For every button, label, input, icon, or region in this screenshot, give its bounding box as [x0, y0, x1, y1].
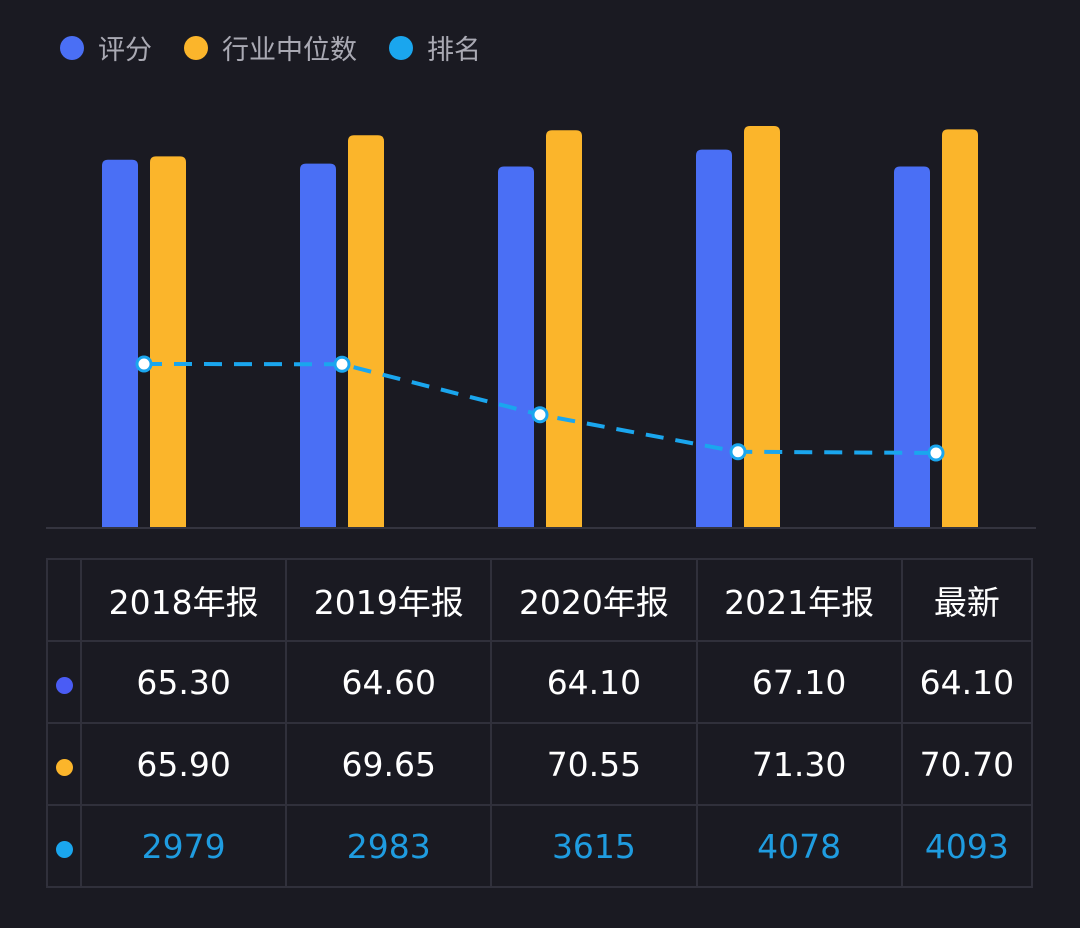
table-row-median: 65.90 69.65 70.55 71.30 70.70: [46, 722, 1034, 806]
table-cell: 3615: [490, 804, 698, 888]
score-dot-icon: [55, 676, 73, 694]
table-cell: 65.30: [79, 640, 288, 724]
legend: 评分 行业中位数 排名: [60, 28, 513, 67]
table-cell: 67.10: [695, 640, 903, 724]
rank-point: [333, 355, 351, 373]
combo-chart: [46, 126, 1036, 529]
table-cell: 2979: [79, 804, 288, 888]
rank-dot-icon: [55, 840, 73, 858]
rank-point: [927, 444, 945, 462]
header-cell: 2018年报: [79, 558, 288, 642]
table-row-score: 65.30 64.60 64.10 67.10 64.10: [46, 640, 1034, 724]
score-bar: [498, 166, 534, 527]
median-bar: [744, 126, 780, 527]
score-bar: [102, 159, 138, 527]
header-cell: 2020年报: [490, 558, 698, 642]
rank-point: [531, 406, 549, 424]
median-dot-icon: [55, 758, 73, 776]
header-cell: 2019年报: [285, 558, 493, 642]
rank-dot-icon: [389, 35, 413, 60]
table-cell: 70.55: [490, 722, 698, 806]
median-bar: [348, 135, 384, 528]
table-cell: 70.70: [900, 722, 1034, 806]
legend-label: 排名: [427, 35, 481, 66]
score-bar: [300, 163, 336, 527]
legend-item-rank[interactable]: 排名: [389, 28, 481, 67]
table-cell: 65.90: [79, 722, 288, 806]
median-bar: [150, 156, 186, 527]
legend-label: 行业中位数: [222, 35, 357, 66]
table-cell: 64.10: [490, 640, 698, 724]
table-cell: 69.65: [285, 722, 493, 806]
table-cell: 4078: [695, 804, 903, 888]
legend-label: 评分: [98, 35, 152, 66]
table-header-row: 2018年报 2019年报 2020年报 2021年报 最新: [46, 558, 1034, 642]
table-cell: 4093: [900, 804, 1034, 888]
score-bar: [696, 149, 732, 527]
median-dot-icon: [184, 35, 208, 60]
median-bar: [942, 129, 978, 527]
header-cell: 2021年报: [695, 558, 903, 642]
table-cell: 64.60: [285, 640, 493, 724]
rank-point: [729, 443, 747, 461]
median-bar: [546, 130, 582, 528]
rank-point: [135, 355, 153, 373]
table-cell: 64.10: [900, 640, 1034, 724]
legend-item-score[interactable]: 评分: [60, 28, 152, 67]
table-corner: [46, 558, 82, 642]
table-row-rank: 2979 2983 3615 4078 4093: [46, 804, 1034, 888]
table-cell: 71.30: [695, 722, 903, 806]
score-bar: [894, 166, 930, 527]
legend-item-median[interactable]: 行业中位数: [184, 28, 357, 67]
header-cell: 最新: [900, 558, 1034, 642]
data-table: 2018年报 2019年报 2020年报 2021年报 最新 65.30 64.…: [46, 558, 1034, 888]
table-cell: 2983: [285, 804, 493, 888]
score-dot-icon: [60, 35, 84, 60]
